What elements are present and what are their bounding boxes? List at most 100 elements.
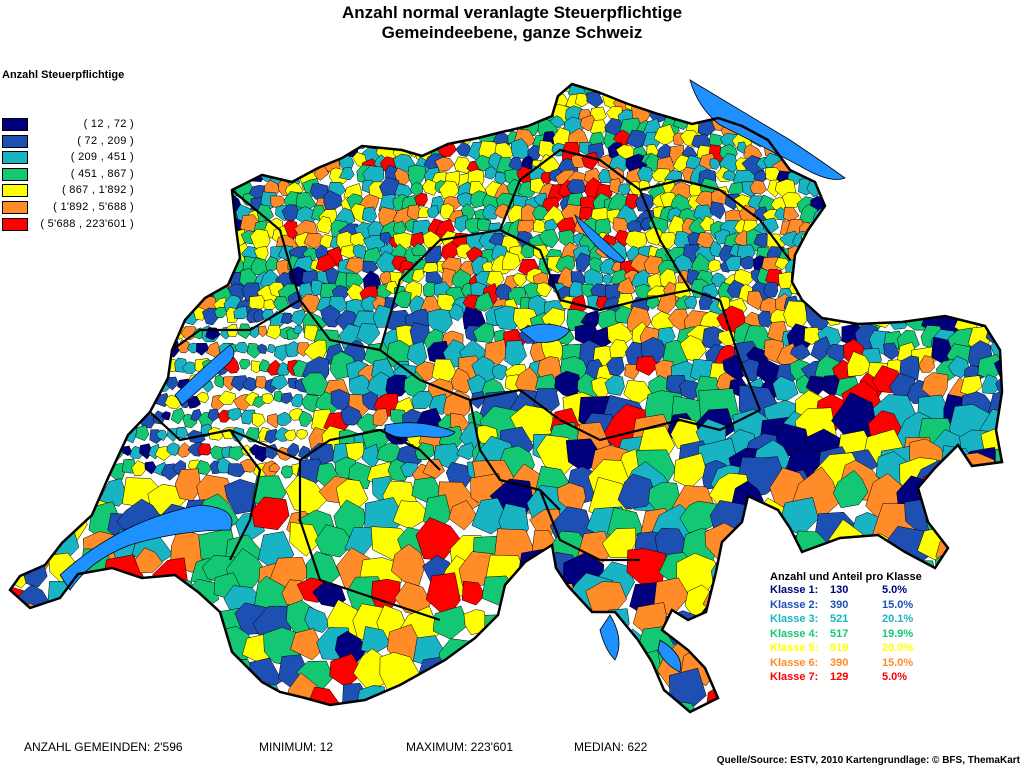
municipality xyxy=(124,357,137,369)
municipality xyxy=(140,247,160,270)
municipality xyxy=(19,482,64,520)
municipality xyxy=(50,426,66,443)
municipality xyxy=(955,165,971,182)
municipality xyxy=(944,479,986,527)
municipality xyxy=(993,84,1002,95)
municipality xyxy=(43,283,59,298)
municipality xyxy=(284,156,302,175)
municipality xyxy=(979,89,997,109)
municipality xyxy=(1008,484,1024,511)
class-share: 20.1% xyxy=(882,613,914,625)
municipality xyxy=(19,377,28,387)
municipality xyxy=(536,282,552,298)
municipality xyxy=(290,309,307,327)
municipality xyxy=(88,235,106,256)
legend-item: ( 1'892 , 5'688 ) xyxy=(2,200,142,217)
municipality xyxy=(76,685,111,712)
municipality xyxy=(10,458,19,475)
municipality xyxy=(113,106,129,121)
municipality xyxy=(103,129,124,150)
municipality xyxy=(386,704,424,712)
municipality xyxy=(163,293,181,309)
municipality xyxy=(376,84,397,99)
municipality xyxy=(436,84,449,93)
class-share: 15.0% xyxy=(882,598,914,611)
municipality xyxy=(843,257,864,279)
municipality xyxy=(296,429,308,440)
municipality xyxy=(931,89,951,113)
municipality xyxy=(925,297,945,314)
municipality xyxy=(350,94,373,110)
municipality xyxy=(190,91,214,110)
municipality xyxy=(889,309,911,330)
municipality xyxy=(124,99,143,118)
municipality xyxy=(709,240,723,258)
municipality xyxy=(66,127,82,144)
municipality xyxy=(75,393,91,408)
municipality xyxy=(493,92,513,109)
legend-swatch xyxy=(2,134,28,148)
municipality xyxy=(998,179,1002,199)
municipality xyxy=(105,179,124,200)
municipality xyxy=(783,92,798,107)
municipality xyxy=(995,371,1002,402)
municipality xyxy=(74,653,102,679)
municipality xyxy=(888,93,907,111)
municipality xyxy=(567,657,603,690)
municipality xyxy=(113,129,134,149)
municipality xyxy=(865,680,901,712)
municipality xyxy=(116,685,155,712)
municipality xyxy=(85,327,99,340)
municipality xyxy=(434,116,454,136)
municipality xyxy=(42,92,64,116)
municipality xyxy=(163,307,177,324)
municipality xyxy=(968,203,984,222)
municipality xyxy=(945,103,964,123)
municipality xyxy=(35,681,75,712)
municipality xyxy=(87,397,102,409)
municipality xyxy=(962,295,981,312)
municipality xyxy=(821,118,844,141)
municipality xyxy=(997,247,1002,259)
municipality xyxy=(853,218,873,239)
canton-border xyxy=(718,299,762,411)
municipality xyxy=(88,211,105,227)
municipality xyxy=(968,485,1002,525)
municipality xyxy=(281,204,300,221)
canton-border xyxy=(171,299,301,351)
municipality xyxy=(1003,506,1024,549)
municipality xyxy=(795,84,810,98)
municipality xyxy=(184,101,204,119)
municipality xyxy=(878,102,891,117)
municipality xyxy=(57,169,80,193)
municipality xyxy=(920,93,938,110)
municipality xyxy=(635,355,659,376)
municipality xyxy=(826,140,844,156)
municipality xyxy=(488,660,526,692)
municipality xyxy=(126,246,143,262)
municipality xyxy=(472,93,491,110)
municipality xyxy=(153,164,175,185)
municipality xyxy=(10,306,22,319)
municipality xyxy=(269,114,287,136)
municipality xyxy=(455,704,495,712)
municipality xyxy=(246,132,261,148)
legend-swatch xyxy=(2,167,28,181)
municipality xyxy=(964,273,984,292)
municipality xyxy=(91,245,110,265)
municipality xyxy=(969,575,999,605)
legend-item: ( 12 , 72 ) xyxy=(2,117,142,134)
footer-minimum: MINIMUM: 12 xyxy=(259,740,334,754)
class-label: Klasse 1: xyxy=(770,584,819,596)
municipality xyxy=(156,603,182,631)
municipality xyxy=(812,106,829,124)
municipality xyxy=(427,308,453,334)
municipality xyxy=(531,607,581,649)
municipality xyxy=(284,143,296,158)
municipality xyxy=(132,311,145,325)
municipality xyxy=(57,104,75,121)
municipality xyxy=(917,293,932,310)
municipality xyxy=(125,184,141,197)
municipality xyxy=(115,181,134,197)
municipality xyxy=(983,126,999,144)
